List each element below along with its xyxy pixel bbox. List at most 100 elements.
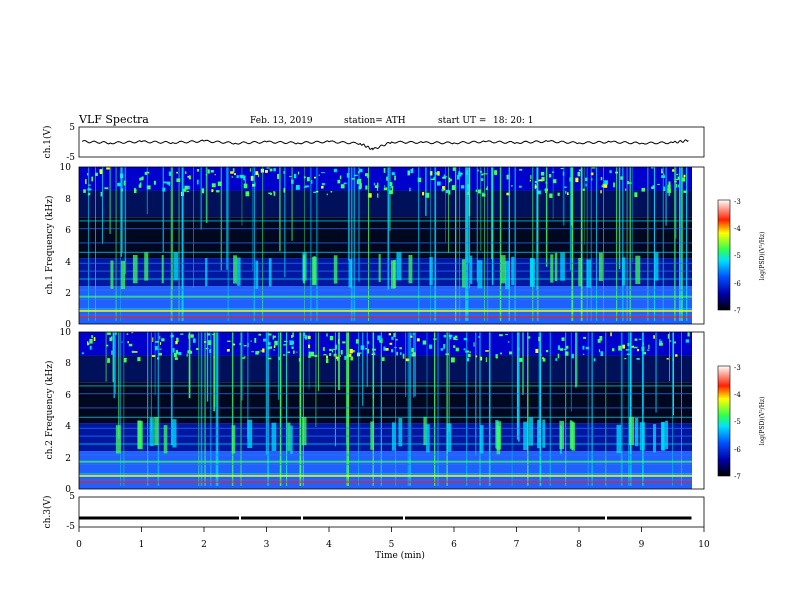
spec-speckle-high xyxy=(612,348,615,352)
spec-line-constant xyxy=(79,454,704,456)
spec-speckle-high xyxy=(308,355,311,358)
ch1-series-line xyxy=(81,139,689,151)
spec-speckle-high xyxy=(87,188,92,191)
spec-speckle-high xyxy=(641,187,645,192)
spec-speckle-high xyxy=(272,335,276,338)
spec-speckle-high xyxy=(494,170,497,175)
spec-speckle-high xyxy=(610,332,612,337)
spec-speckle-high xyxy=(577,172,581,177)
spec-line-constant xyxy=(79,298,704,300)
spec-speckle-high xyxy=(192,338,196,343)
spec-speckle-high xyxy=(232,343,236,346)
spec-sferic xyxy=(672,332,673,486)
spec-speckle-high xyxy=(661,171,663,174)
spec-speckle-high xyxy=(273,192,276,196)
spec-speckle-high xyxy=(618,345,622,351)
spec-sferic xyxy=(591,332,593,486)
spec-sferic xyxy=(95,167,96,321)
spec-speckle-high xyxy=(104,187,109,190)
spec-sferic xyxy=(154,332,156,395)
spec-sferic xyxy=(150,332,152,432)
spec-speckle-high xyxy=(297,171,300,175)
spec-sferic xyxy=(348,167,350,261)
spec-speckle-high xyxy=(364,173,369,177)
spec-speckle-high xyxy=(567,192,569,196)
spec-emission xyxy=(550,254,554,283)
spec-speckle-high xyxy=(159,348,162,350)
spec-sferic xyxy=(434,167,437,321)
spec-speckle-high xyxy=(206,333,210,336)
spec-emission xyxy=(290,425,293,454)
spec-line-constant xyxy=(79,435,704,437)
spec-emission xyxy=(586,259,592,288)
spec-speckle-high xyxy=(91,335,93,338)
spec-speckle-high xyxy=(565,345,569,349)
ch3-waveform-panel: 5 -5 ch.3(V) xyxy=(42,492,705,532)
spec-sferic xyxy=(596,167,597,321)
spec-speckle-high xyxy=(123,180,126,186)
spec-speckle-high xyxy=(624,358,627,360)
spec-speckle-high xyxy=(440,348,444,351)
spec-speckle-high xyxy=(396,351,398,356)
spec-speckle-high xyxy=(391,172,395,176)
spec-sferic xyxy=(647,167,649,321)
ch1-spectrogram-panel: 0 2 4 6 8 10 ch.1 Frequency (kHz) -3 -4 … xyxy=(44,163,766,330)
spec-speckle-high xyxy=(425,192,430,198)
spec-speckle-high xyxy=(152,337,154,342)
spec-sferic xyxy=(278,332,279,400)
spec-sferic xyxy=(409,332,411,486)
spec-emission xyxy=(163,425,168,454)
spec-sferic xyxy=(217,332,219,486)
ch2-spec-ytick-6: 6 xyxy=(65,391,71,401)
spec-speckle-high xyxy=(187,175,190,178)
spec-speckle-high xyxy=(245,191,250,197)
spec-speckle-high xyxy=(310,180,313,184)
spec-emission xyxy=(629,416,634,446)
spec-speckle-high xyxy=(326,358,329,363)
spec-speckle-high xyxy=(651,186,655,189)
spec-emission xyxy=(391,260,395,289)
spec-speckle-high xyxy=(268,192,272,195)
ch2-spec-ytick-0: 0 xyxy=(65,485,71,495)
spec-emission xyxy=(622,257,626,286)
spec-speckle-high xyxy=(255,351,259,355)
spec-line-low xyxy=(79,460,704,463)
spec-emission xyxy=(426,424,430,453)
spec-speckle-high xyxy=(668,192,670,196)
spec-speckle-high xyxy=(561,337,565,341)
spec-sferic xyxy=(253,167,255,321)
spec-sferic xyxy=(532,167,534,321)
spec-sferic xyxy=(413,332,415,398)
spec-speckle-high xyxy=(87,173,89,176)
spec-speckle-high xyxy=(94,172,98,176)
spec-speckle-high xyxy=(582,353,585,355)
spec-emission xyxy=(231,425,236,454)
x-tick-label: 8 xyxy=(576,540,582,550)
spec-emission xyxy=(120,260,126,290)
spec-sferic xyxy=(665,167,667,226)
spec-speckle-high xyxy=(585,346,589,350)
spec-emission xyxy=(423,416,427,446)
spec-sferic xyxy=(455,167,457,321)
spec-sferic xyxy=(565,332,567,486)
spec-sferic xyxy=(459,167,461,321)
spec-speckle-high xyxy=(591,167,596,169)
spec-speckle-high xyxy=(266,167,270,169)
spec-speckle-high xyxy=(672,169,675,172)
x-tick-label: 5 xyxy=(389,540,395,550)
spec-sferic xyxy=(446,332,448,486)
spec-speckle-high xyxy=(604,180,608,185)
x-tick-label: 1 xyxy=(139,540,145,550)
ch2-spec-ytick-4: 4 xyxy=(65,422,71,432)
spec-speckle-high xyxy=(310,351,315,357)
spec-speckle-high xyxy=(350,356,354,361)
spec-speckle-high xyxy=(385,348,389,351)
spec-speckle-high xyxy=(394,175,396,181)
spec-speckle-high xyxy=(186,353,188,357)
spec-sferic xyxy=(353,167,356,321)
spec-emission xyxy=(429,257,433,286)
spec-emission xyxy=(301,416,307,446)
spec-sferic xyxy=(448,332,450,433)
spec-speckle-high xyxy=(505,333,508,335)
ch2-spec-ytick-8: 8 xyxy=(65,359,71,369)
